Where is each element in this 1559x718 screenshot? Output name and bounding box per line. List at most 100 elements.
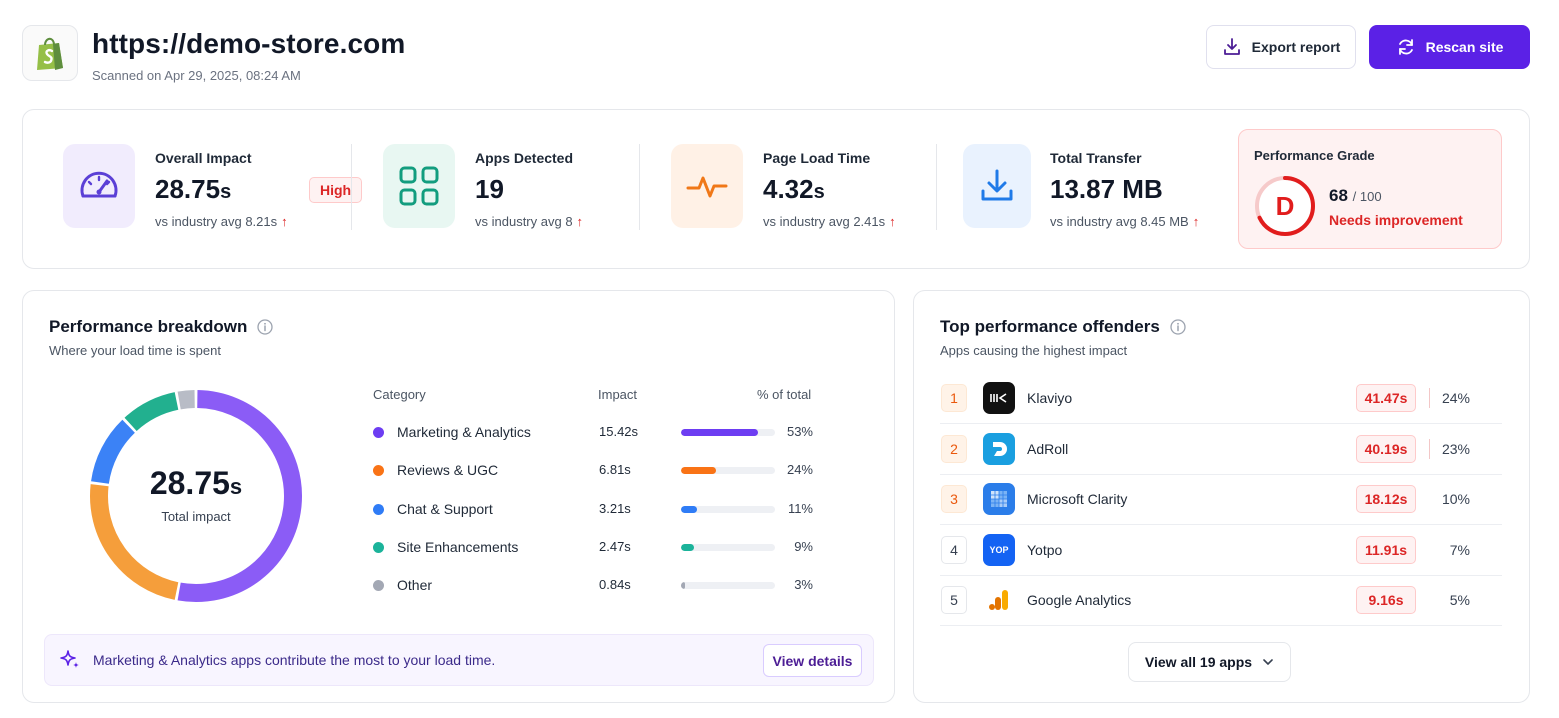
top-offenders-card: Top performance offenders Apps causing t… [913, 290, 1530, 703]
donut-segment [124, 392, 179, 432]
view-details-button[interactable]: View details [763, 644, 862, 677]
pulse-icon [671, 144, 743, 228]
category-impact: 3.21s [599, 500, 631, 516]
grade-ring: D [1255, 176, 1315, 236]
offender-row[interactable]: 2 AdRoll 40.19s 23% [940, 424, 1502, 475]
shopify-logo [22, 25, 78, 81]
download-tray-icon [963, 144, 1031, 228]
grade-title: Performance Grade [1254, 148, 1375, 163]
export-report-button[interactable]: Export report [1206, 25, 1356, 69]
column-header-category: Category [373, 387, 426, 402]
stat-divider [351, 144, 352, 230]
offenders-subtitle: Apps causing the highest impact [940, 343, 1128, 358]
category-name: Site Enhancements [397, 538, 519, 555]
donut-segment [177, 390, 302, 602]
refresh-icon [1398, 39, 1413, 55]
performance-breakdown-card: Performance breakdown Where your load ti… [22, 290, 895, 703]
breakdown-title: Performance breakdown [49, 317, 274, 337]
stat-value: 28.75s [155, 174, 232, 204]
speedometer-icon [63, 144, 135, 228]
rank-badge: 5 [941, 586, 967, 615]
category-bar-track [681, 467, 775, 475]
app-logo-text: YOP [989, 544, 1009, 555]
app-name: Klaviyo [1027, 390, 1073, 406]
app-impact-badge: 41.47s [1356, 384, 1416, 412]
category-color-dot [373, 580, 384, 592]
donut-segment [90, 484, 179, 600]
category-name: Marketing & Analytics [397, 424, 531, 440]
app-percent: 10% [1441, 491, 1470, 508]
category-color-dot [373, 541, 384, 553]
category-row: Chat & Support 3.21s 11% [373, 500, 813, 520]
total-impact-label: Total impact [161, 509, 231, 524]
rank-badge: 1 [941, 384, 967, 412]
apps-grid-icon [383, 144, 455, 228]
yotpo-logo: YOP [983, 533, 1015, 566]
offender-row[interactable]: 4 YOP Yotpo 11.91s 7% [940, 525, 1502, 576]
info-icon[interactable] [257, 319, 274, 335]
category-bar-fill [681, 505, 698, 513]
donut-center: 28.75s Total impact [83, 383, 309, 609]
trend-up-icon: ↑ [1192, 214, 1200, 229]
performance-grade-panel: Performance Grade D 68 / 100 Needs impro… [1238, 129, 1502, 249]
app-impact-badge: 11.91s [1356, 535, 1416, 564]
offender-row[interactable]: 5 Google Analytics 9.16s 5% [940, 575, 1502, 627]
rescan-site-button[interactable]: Rescan site [1369, 25, 1530, 69]
app-name: AdRoll [1027, 440, 1069, 457]
stat-apps-detected: Apps Detected 19 vs industry avg 8 ↑ [383, 144, 623, 230]
category-impact: 6.81s [599, 462, 631, 478]
stat-label: Page Load Time [763, 150, 871, 166]
rescan-site-label: Rescan site [1425, 39, 1504, 55]
stat-comparison: vs industry avg 8 ↑ [475, 214, 584, 229]
stat-value: 13.87 MB [1050, 174, 1163, 204]
stat-value: 19 [475, 174, 504, 204]
stat-total-transfer: Total Transfer 13.87 MB vs industry avg … [963, 144, 1233, 230]
category-percent: 24% [786, 462, 813, 478]
stat-label: Total Transfer [1050, 150, 1142, 166]
stats-summary-card: Overall Impact 28.75s High vs industry a… [22, 109, 1530, 269]
category-percent: 9% [794, 538, 813, 554]
view-all-apps-button[interactable]: View all 19 apps [1128, 642, 1291, 682]
category-bar-fill [681, 543, 695, 551]
klaviyo-logo [983, 382, 1015, 414]
app-name: Google Analytics [1027, 592, 1132, 609]
app-impact-badge: 18.12s [1356, 485, 1416, 514]
category-bar-fill [681, 429, 759, 436]
chevron-down-icon [1263, 659, 1273, 665]
grade-letter: D [1276, 191, 1295, 221]
google-analytics-logo [983, 584, 1015, 617]
offender-row[interactable]: 1 Klaviyo 41.47s 24% [940, 373, 1502, 424]
clarity-logo [983, 483, 1015, 516]
category-bar-fill [681, 467, 716, 475]
page-header: https://demo-store.com Scanned on Apr 29… [22, 22, 1530, 83]
category-color-dot [373, 427, 384, 438]
grade-progress-arc [1255, 176, 1315, 236]
export-report-label: Export report [1251, 39, 1341, 55]
category-name: Other [397, 577, 433, 594]
stat-value: 4.32s [763, 174, 825, 204]
app-name: Microsoft Clarity [1027, 491, 1128, 508]
trend-up-icon: ↑ [889, 214, 896, 229]
impact-divider [1429, 388, 1430, 408]
category-color-dot [373, 465, 384, 477]
stat-label: Overall Impact [155, 150, 252, 166]
app-percent: 5% [1449, 592, 1470, 609]
category-impact: 2.47s [599, 538, 631, 554]
info-icon[interactable] [1170, 319, 1186, 335]
app-percent: 7% [1449, 541, 1470, 558]
view-all-apps-label: View all 19 apps [1144, 654, 1253, 670]
offender-row[interactable]: 3 Microsoft Clarity 18.12s 10% [940, 474, 1502, 526]
category-bar-track [681, 505, 775, 513]
category-bar-track [681, 429, 775, 436]
category-row: Reviews & UGC 6.81s 24% [373, 461, 813, 481]
app-impact-badge: 9.16s [1356, 586, 1416, 615]
grade-score: 68 / 100 [1329, 186, 1382, 205]
rank-badge: 4 [941, 535, 967, 564]
category-percent: 3% [794, 577, 813, 593]
trend-up-icon: ↑ [576, 214, 584, 229]
category-bar-track [681, 582, 775, 590]
category-bar-track [681, 543, 775, 551]
stat-divider [936, 144, 937, 230]
stat-page-load-time: Page Load Time 4.32s vs industry avg 2.4… [671, 144, 931, 230]
app-percent: 24% [1441, 390, 1470, 406]
